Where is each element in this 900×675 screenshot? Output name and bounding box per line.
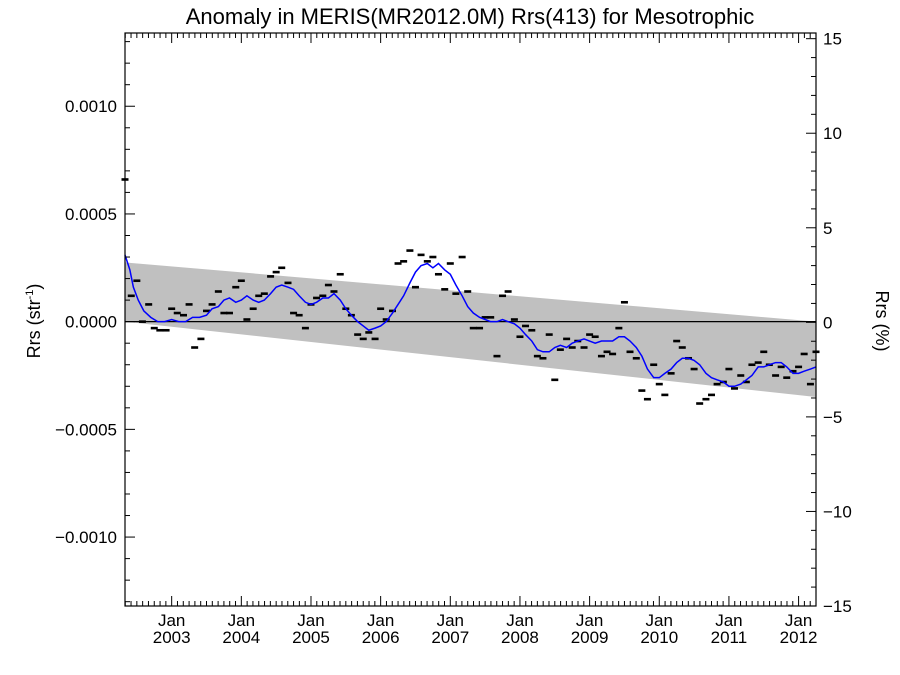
left-y-axis: 0.0010 0.0005 0.0000 −0.0005 −0.0010 — [55, 41, 135, 603]
x-tick-label-year: 2011 — [711, 628, 748, 647]
x-tick-label-month: Jan — [228, 611, 255, 630]
left-tick-label: 0.0010 — [65, 97, 117, 116]
chart-title: Anomaly in MERIS(MR2012.0M) Rrs(413) for… — [186, 4, 755, 29]
monthly-points — [121, 178, 820, 405]
x-tick-label-month: Jan — [158, 611, 185, 630]
right-tick-label: 0 — [823, 313, 832, 332]
x-tick-label-year: 2006 — [362, 628, 400, 647]
right-axis-label: Rrs (%) — [872, 291, 892, 352]
x-tick-label-year: 2009 — [571, 628, 609, 647]
left-axis-label-text: Rrs (str — [24, 299, 44, 358]
x-tick-label-month: Jan — [646, 611, 673, 630]
left-tick-label: 0.0000 — [65, 313, 117, 332]
x-tick-label-year: 2003 — [153, 628, 191, 647]
left-axis-label-superscript: -1 — [24, 290, 36, 300]
x-tick-label-year: 2004 — [222, 628, 260, 647]
x-tick-label-year: 2008 — [501, 628, 539, 647]
x-tick-label-month: Jan — [367, 611, 394, 630]
x-tick-label-month: Jan — [715, 611, 742, 630]
plot-frame — [124, 32, 817, 607]
x-tick-label-year: 2007 — [431, 628, 469, 647]
right-tick-label: 5 — [823, 219, 832, 238]
plot-area: 0.0010 0.0005 0.0000 −0.0005 −0.0010 15 10 5 0 −5… — [55, 30, 852, 647]
right-tick-label: 10 — [823, 124, 842, 143]
right-tick-label: −15 — [823, 597, 852, 616]
right-y-axis: 15 10 5 0 −5 −10 −15 — [806, 30, 852, 616]
x-tick-label-month: Jan — [437, 611, 464, 630]
left-axis-label: Rrs (str-1) — [24, 284, 44, 359]
right-tick-label: −10 — [823, 502, 852, 521]
x-tick-label-month: Jan — [297, 611, 324, 630]
right-tick-label: −5 — [823, 408, 842, 427]
running-mean-line — [124, 254, 817, 388]
x-tick-label-year: 2012 — [780, 628, 818, 647]
left-tick-label: −0.0005 — [55, 420, 117, 439]
left-axis-label-close: ) — [24, 284, 44, 290]
x-tick-label-month: Jan — [506, 611, 533, 630]
x-tick-label-year: 2010 — [640, 628, 678, 647]
right-tick-label: 15 — [823, 30, 842, 49]
confidence-band — [125, 262, 816, 398]
x-axis: Jan2003Jan2004Jan2005Jan2006Jan2007Jan20… — [124, 33, 818, 647]
svg-text:Rrs (str-1): Rrs (str-1) — [24, 284, 44, 359]
x-tick-label-month: Jan — [576, 611, 603, 630]
x-tick-label-month: Jan — [785, 611, 812, 630]
x-tick-label-year: 2005 — [292, 628, 330, 647]
left-tick-label: 0.0005 — [65, 205, 117, 224]
left-tick-label: −0.0010 — [55, 528, 117, 547]
